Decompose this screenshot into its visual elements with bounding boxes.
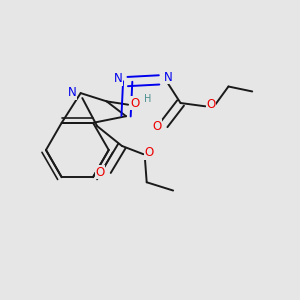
Text: N: N [114, 72, 123, 86]
Text: H: H [144, 94, 151, 104]
Text: O: O [207, 98, 216, 112]
Text: O: O [131, 97, 140, 110]
Text: N: N [68, 86, 77, 99]
Text: N: N [164, 71, 173, 84]
Text: O: O [152, 120, 161, 133]
Text: O: O [95, 166, 104, 179]
Text: O: O [145, 146, 154, 159]
